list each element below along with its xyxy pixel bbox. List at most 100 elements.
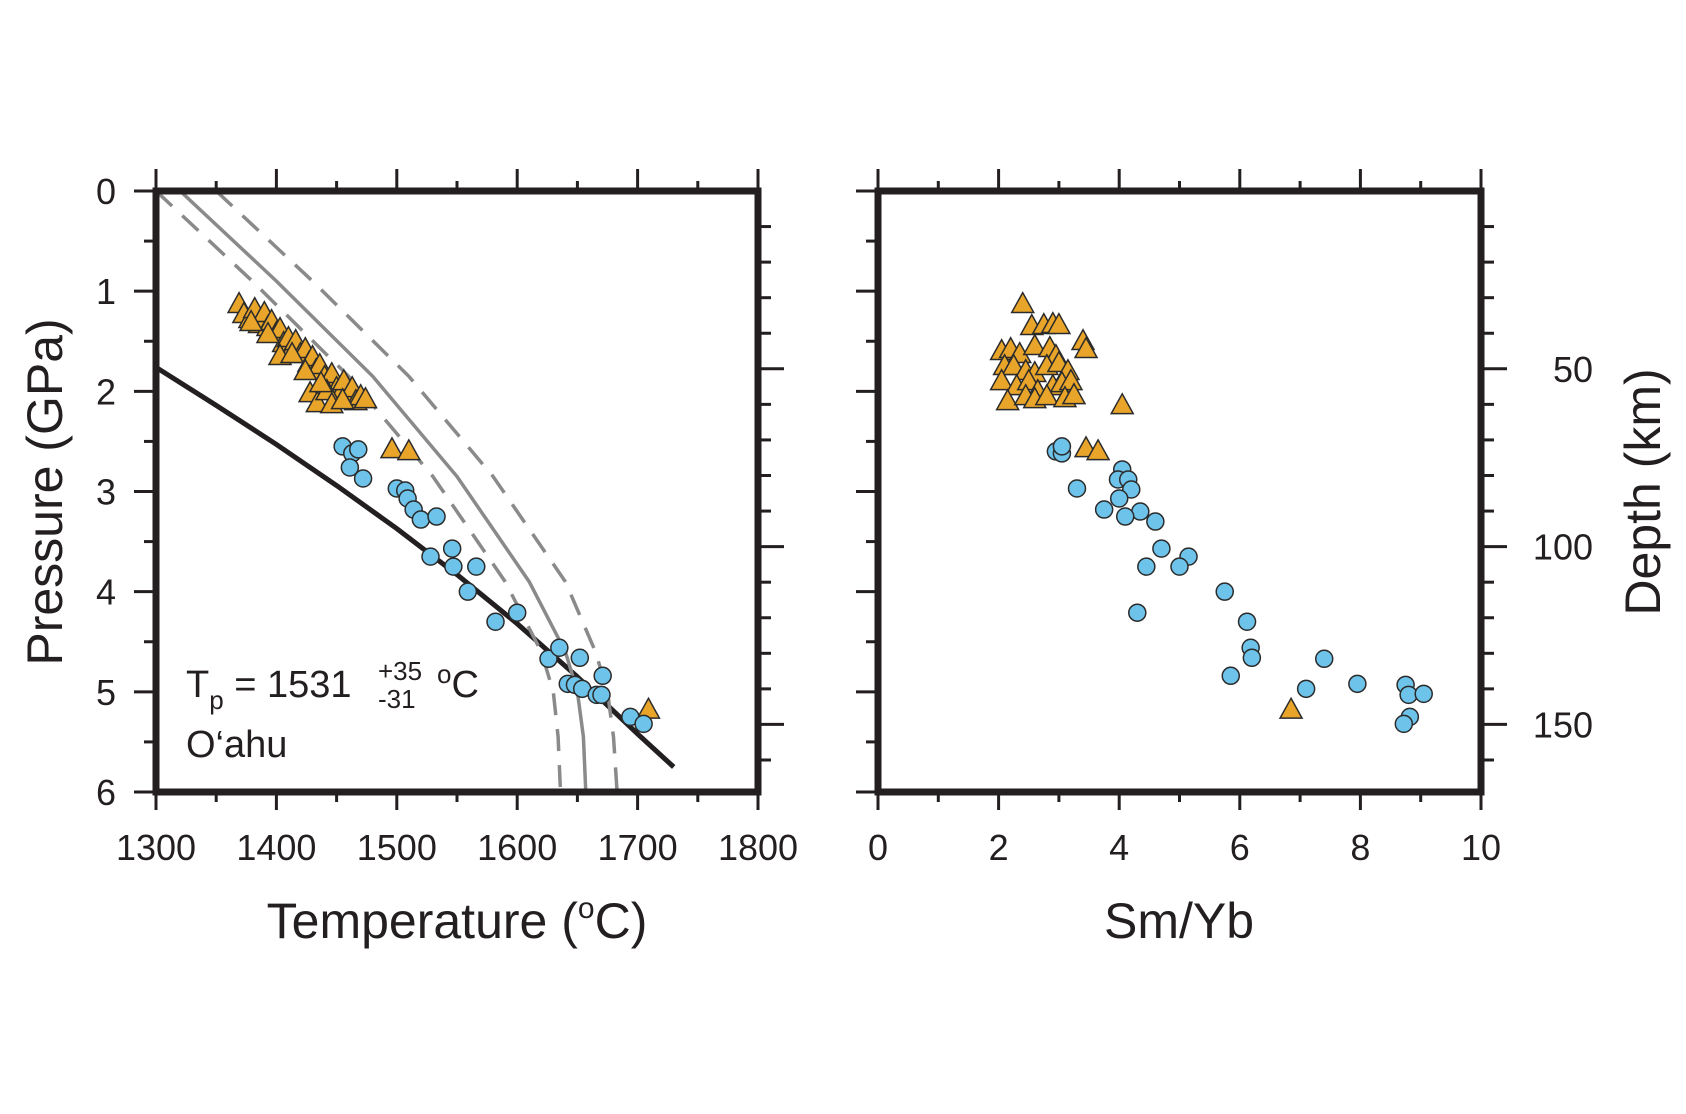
right-plot-frame xyxy=(874,187,1485,796)
tp-equals: = xyxy=(224,664,267,706)
left-triangle-point xyxy=(279,341,305,364)
tp-minus-error: -31 xyxy=(378,684,416,714)
left-x-tick-label: 1500 xyxy=(357,827,437,868)
right-y-axis-title: Depth (km) xyxy=(1615,368,1671,615)
left-circle-point xyxy=(592,685,611,705)
left-panel: 1300 1400 1500 1600 1700 1800 0 1 2 3 4 5 6 Pressure… xyxy=(17,169,798,949)
left-x-axis-title-unit: C xyxy=(595,893,631,949)
left-x-axis-title-degree-sup: o xyxy=(578,892,595,925)
right-x-tick-label: 2 xyxy=(989,827,1009,868)
left-plot-frame xyxy=(152,187,762,796)
left-circle-point xyxy=(593,666,612,686)
left-x-tick-label: 1700 xyxy=(598,827,678,868)
right-circle-point xyxy=(1109,489,1129,508)
tp-symbol: T xyxy=(186,664,209,706)
left-circle-point xyxy=(427,507,446,526)
tp-annotation: Tp = 1531 xyxy=(186,664,352,715)
left-circle-point xyxy=(353,469,373,488)
right-circle-point xyxy=(1067,479,1087,498)
right-triangle-point xyxy=(995,388,1020,411)
right-circle-point xyxy=(1394,714,1414,734)
right-triangle-point xyxy=(1022,333,1048,356)
right-circle-point xyxy=(1221,666,1241,686)
right-triangle-point xyxy=(1010,291,1035,314)
left-circle-point xyxy=(550,638,569,658)
right-circle-point xyxy=(1215,582,1234,601)
left-circle-point xyxy=(467,557,486,576)
right-triangle-point xyxy=(1109,392,1135,415)
right-triangle-point xyxy=(1061,382,1087,405)
right-triangle-point xyxy=(989,368,1014,391)
tp-subscript: p xyxy=(209,685,223,715)
left-x-axis-title-close-paren: ) xyxy=(631,893,648,949)
right-circle-point xyxy=(1094,500,1114,519)
right-depth-tick-label: 50 xyxy=(1553,349,1593,390)
right-circle-point xyxy=(1170,557,1189,576)
left-triangle-point xyxy=(305,390,330,413)
left-triangle-point xyxy=(330,387,355,410)
right-triangle-point xyxy=(1278,696,1304,719)
left-circle-point xyxy=(340,458,360,477)
left-circle-point xyxy=(442,539,462,558)
right-panel: 0 2 4 6 8 10 50 100 150 Sm/Yb Depth (km) xyxy=(856,169,1671,949)
tp-plus-error: +35 xyxy=(378,656,422,686)
adiabat-bound-dashed-curve xyxy=(156,191,563,792)
right-x-tick-label: 6 xyxy=(1230,827,1250,868)
right-triangle-point xyxy=(1034,383,1060,406)
right-triangle-point xyxy=(1085,438,1111,461)
right-circle-point xyxy=(1052,437,1072,456)
left-circle-point xyxy=(486,612,505,631)
left-triangle-point xyxy=(308,370,334,393)
right-x-tick-label: 10 xyxy=(1461,827,1501,868)
left-x-tick-label: 1800 xyxy=(718,827,798,868)
left-y-tick-label: 0 xyxy=(96,171,116,212)
left-circle-point xyxy=(570,648,590,668)
right-circle-point xyxy=(1146,512,1165,531)
left-x-axis-title: Temperature (oC) xyxy=(267,892,648,949)
left-y-tick-label: 4 xyxy=(96,572,116,613)
left-tick-labels: 1300 1400 1500 1600 1700 1800 0 1 2 3 4 5 6 xyxy=(96,171,798,868)
left-x-axis-title-main: Temperature xyxy=(267,893,548,949)
right-tick-labels: 0 2 4 6 8 10 50 100 150 xyxy=(868,349,1593,868)
right-circle-point xyxy=(1237,612,1257,631)
left-y-tick-label: 2 xyxy=(96,371,116,412)
tp-value: 1531 xyxy=(267,664,352,706)
left-circle-point xyxy=(507,603,527,622)
left-circle-point xyxy=(421,547,440,566)
left-circle-point xyxy=(458,582,478,601)
left-circle-point xyxy=(349,440,368,459)
right-data-points xyxy=(989,291,1433,734)
right-depth-tick-label: 150 xyxy=(1533,704,1593,745)
left-y-tick-label: 3 xyxy=(96,472,116,513)
left-triangle-point xyxy=(353,386,378,409)
right-circle-point xyxy=(1414,684,1433,704)
left-y-axis-title: Pressure (GPa) xyxy=(17,318,73,665)
left-x-tick-label: 1600 xyxy=(477,827,557,868)
right-circle-point xyxy=(1242,648,1262,668)
left-circle-point xyxy=(634,714,653,734)
right-x-tick-label: 4 xyxy=(1109,827,1129,868)
right-circle-point xyxy=(1152,539,1171,558)
tp-unit-c: C xyxy=(451,664,478,706)
right-triangle-point xyxy=(1001,353,1026,376)
adiabat-bound-dashed-curve xyxy=(215,191,619,792)
right-triangle-point xyxy=(1073,336,1099,359)
left-circle-point xyxy=(539,649,558,669)
adiabat-curve xyxy=(178,191,588,792)
left-data-points xyxy=(226,291,661,734)
left-x-tick-label: 1300 xyxy=(116,827,196,868)
left-triangle-point xyxy=(379,436,405,459)
right-depth-tick-label: 100 xyxy=(1533,527,1593,568)
right-circle-point xyxy=(1115,507,1135,526)
left-x-tick-label: 1400 xyxy=(236,827,316,868)
right-circle-point xyxy=(1314,649,1334,669)
right-circle-point xyxy=(1137,557,1156,576)
left-circle-point xyxy=(444,557,463,576)
right-circle-point xyxy=(1348,674,1367,694)
left-y-tick-label: 6 xyxy=(96,772,116,813)
left-triangle-point xyxy=(293,358,318,381)
left-circle-point xyxy=(411,510,431,529)
right-x-axis-title: Sm/Yb xyxy=(1104,893,1254,949)
